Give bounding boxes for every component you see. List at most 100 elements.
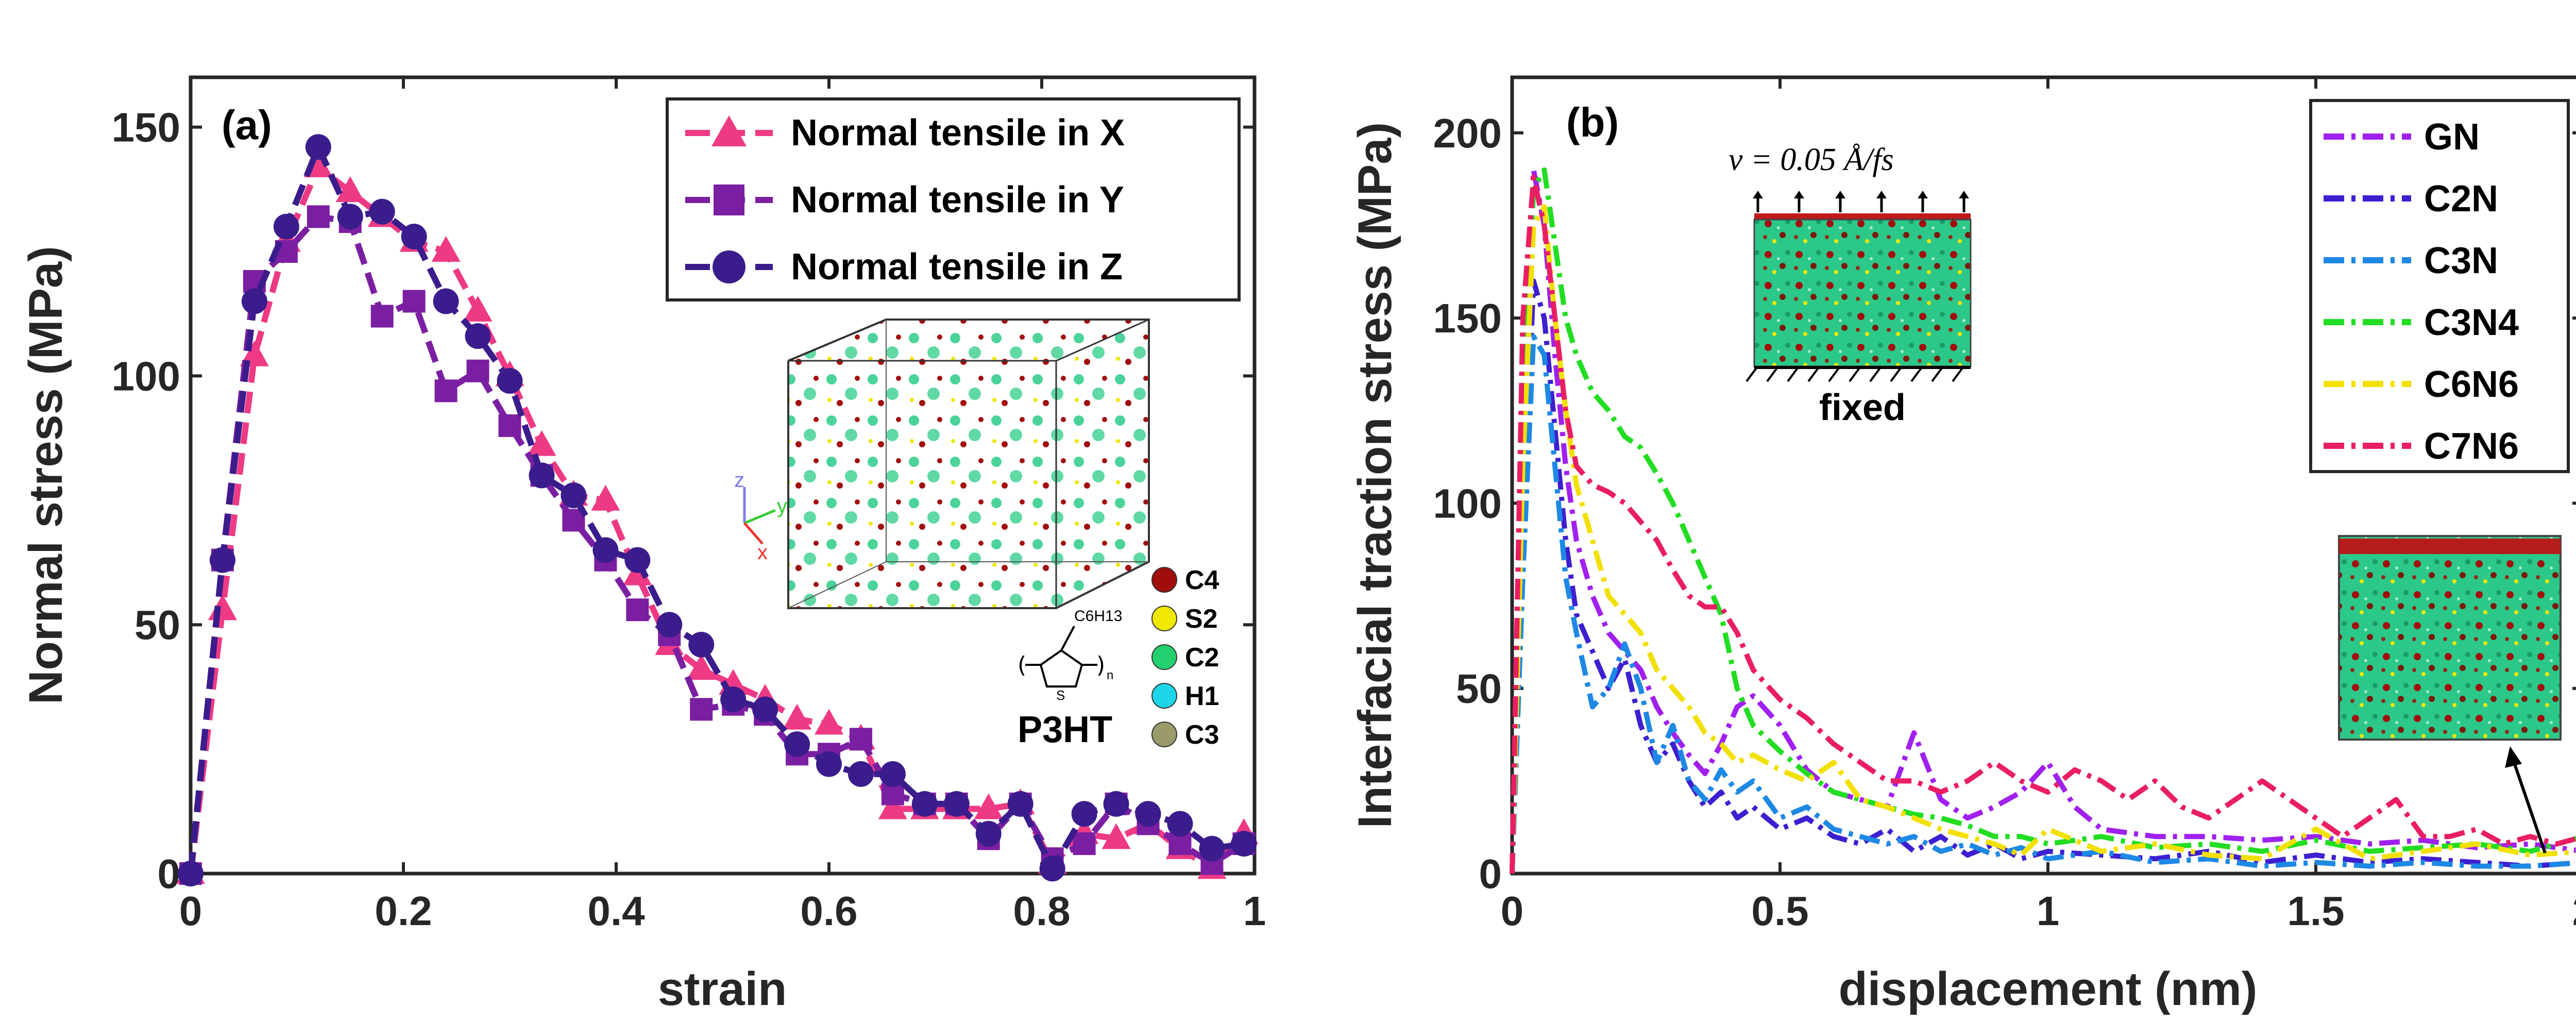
triad-x-axis	[743, 522, 764, 545]
series-c7n6-line	[1510, 175, 2576, 874]
substituent-label: C6H13	[1074, 608, 1122, 625]
series-normal-tensile-in-z-point-16	[688, 631, 715, 658]
panel-b-legend: GN C2N C3N C3N4 C6N6 C7N6	[2309, 99, 2570, 473]
series-c6n6-line	[1510, 204, 2576, 874]
series-normal-tensile-in-z-point-30	[1135, 801, 1161, 827]
series-normal-tensile-in-x-point-19	[783, 703, 812, 730]
series-normal-tensile-in-z-point-20	[816, 751, 842, 777]
series-normal-tensile-in-z-point-0	[178, 861, 204, 886]
series-normal-tensile-in-x-point-22	[878, 793, 907, 819]
snapshot-graphene-layer	[2339, 539, 2561, 554]
series-normal-tensile-in-z-point-3	[273, 213, 299, 240]
hatch-marks	[1745, 366, 1964, 382]
panel-a-xtick-label-0: 0	[179, 888, 202, 934]
triad-y-label: y	[777, 495, 787, 517]
atom-type-legend: C4 S2 C2 H1 C3	[1151, 565, 1219, 750]
top-graphene-layer	[1754, 213, 1971, 220]
panel-b-xtick-label-4: 2	[2572, 888, 2576, 934]
series-normal-tensile-in-y-point-10	[498, 414, 521, 437]
legend-label-z: Normal tensile in Z	[791, 246, 1123, 288]
series-normal-tensile-in-z-point-2	[241, 288, 267, 314]
series-normal-tensile-in-z-point-27	[1039, 856, 1065, 882]
panel-b-ytick-label-2: 100	[1433, 480, 1502, 526]
series-normal-tensile-in-y-point-16	[690, 698, 713, 721]
panel-a-xtick-label-5: 1	[1243, 888, 1266, 934]
side-chain-bond	[1060, 626, 1075, 651]
series-normal-tensile-in-z-point-11	[529, 462, 555, 489]
series-normal-tensile-in-x-point-11	[527, 430, 556, 456]
final-snapshot	[2338, 535, 2562, 741]
panel-b-xtick-label-0: 0	[1501, 888, 1524, 934]
panel-a-xlabel: strain	[658, 963, 787, 1015]
series-normal-tensile-in-z-point-9	[465, 323, 491, 349]
md-box-edge-bottom-left	[788, 561, 887, 609]
series-normal-tensile-in-z-point-31	[1167, 811, 1193, 837]
panel-b-ticks: 0 0.5 1 1.5 2 0 50 100 150 200	[1433, 77, 2576, 934]
series-normal-tensile-in-z-point-12	[561, 482, 587, 509]
panel-b-top-inset: v = 0.05 Å/fs	[1728, 142, 1972, 428]
triad-x-label: x	[757, 541, 768, 564]
atom-label-s2: S2	[1185, 604, 1218, 634]
series-normal-tensile-in-x-point-8	[431, 236, 461, 262]
series-normal-tensile-in-z-point-15	[656, 612, 683, 638]
fixed-label: fixed	[1819, 387, 1906, 428]
series-normal-tensile-in-z-point-22	[879, 761, 906, 787]
panel-a-md-box-inset	[787, 319, 1150, 609]
panel-b-xtick-label-2: 1	[2037, 888, 2060, 934]
series-normal-tensile-in-y-point-6	[370, 305, 394, 328]
legend-label-x: Normal tensile in X	[791, 112, 1125, 154]
series-normal-tensile-in-x-point-29	[1101, 823, 1131, 849]
series-normal-tensile-in-x-line	[188, 163, 1246, 874]
panel-a-legend: Normal tensile in X Normal tensile in Y …	[666, 97, 1241, 301]
series-normal-tensile-in-y-point-4	[307, 205, 330, 228]
series-normal-tensile-in-y-point-9	[466, 359, 489, 382]
panel-b: 0 0.5 1 1.5 2 0 50 100 150 200 (b) displacement (…	[1349, 75, 2576, 1015]
velocity-arrows	[1753, 191, 1969, 212]
snapshot-pointer-arrowhead	[2505, 746, 2522, 768]
series-normal-tensile-in-z-point-26	[1007, 791, 1033, 817]
series-normal-tensile-in-z-point-7	[401, 224, 427, 249]
panel-a-axis-triad: z y x	[734, 469, 787, 564]
series-normal-tensile-in-x-point-16	[687, 654, 716, 680]
atom-swatch-c2	[1151, 644, 1177, 670]
atom-label-c3: C3	[1185, 720, 1219, 750]
sulfur-label: S	[1056, 688, 1065, 703]
close-bracket: )	[1096, 652, 1105, 678]
series-c3n-line	[1510, 334, 2576, 874]
legend-marker-circle	[713, 250, 745, 283]
series-normal-tensile-in-z-point-29	[1103, 791, 1129, 817]
panel-a-ylabel: Normal stress (MPa)	[20, 246, 72, 705]
series-normal-tensile-in-y-point-21	[849, 728, 872, 751]
series-normal-tensile-in-z-point-33	[1231, 831, 1257, 857]
series-gn-line	[1510, 167, 2576, 874]
legend-label-c7n6: C7N6	[2424, 426, 2519, 467]
series-normal-tensile-in-z-line	[188, 144, 1245, 874]
triad-y-axis	[744, 509, 776, 525]
polymer-block	[1753, 219, 1972, 367]
series-normal-tensile-in-z-point-6	[369, 198, 395, 225]
series-normal-tensile-in-z-point-24	[943, 791, 970, 817]
series-normal-tensile-in-z-point-8	[433, 288, 459, 314]
legend-label-gn: GN	[2424, 116, 2480, 158]
series-normal-tensile-in-z-point-17	[720, 686, 747, 713]
series-normal-tensile-in-z-point-32	[1199, 835, 1225, 862]
panel-b-xtick-label-3: 1.5	[2287, 888, 2344, 934]
atom-swatch-c3	[1151, 722, 1177, 747]
series-normal-tensile-in-z-point-10	[497, 368, 523, 394]
series-normal-tensile-in-z-point-19	[784, 731, 810, 757]
panel-b-ytick-label-1: 50	[1456, 666, 1502, 712]
atom-label-c4: C4	[1185, 565, 1219, 595]
series-normal-tensile-in-x-point-1	[208, 594, 237, 621]
atom-label-h1: H1	[1185, 681, 1219, 711]
panel-b-series	[1510, 167, 2576, 874]
series-normal-tensile-in-z-point-5	[337, 204, 363, 230]
panel-b-xlabel: displacement (nm)	[1839, 963, 2258, 1015]
velocity-label: v = 0.05 Å/fs	[1728, 142, 1894, 177]
panel-a-ytick-label-0: 0	[158, 851, 181, 897]
p3ht-structure: C6H13 ( ) S n P3HT	[1018, 608, 1122, 750]
panel-a-xtick-label-4: 0.8	[1013, 888, 1070, 934]
series-normal-tensile-in-z-point-1	[209, 547, 235, 573]
series-normal-tensile-in-x-point-5	[335, 176, 365, 203]
panel-b-bottom-inset	[2338, 535, 2562, 853]
panel-b-label: (b)	[1566, 99, 1619, 145]
